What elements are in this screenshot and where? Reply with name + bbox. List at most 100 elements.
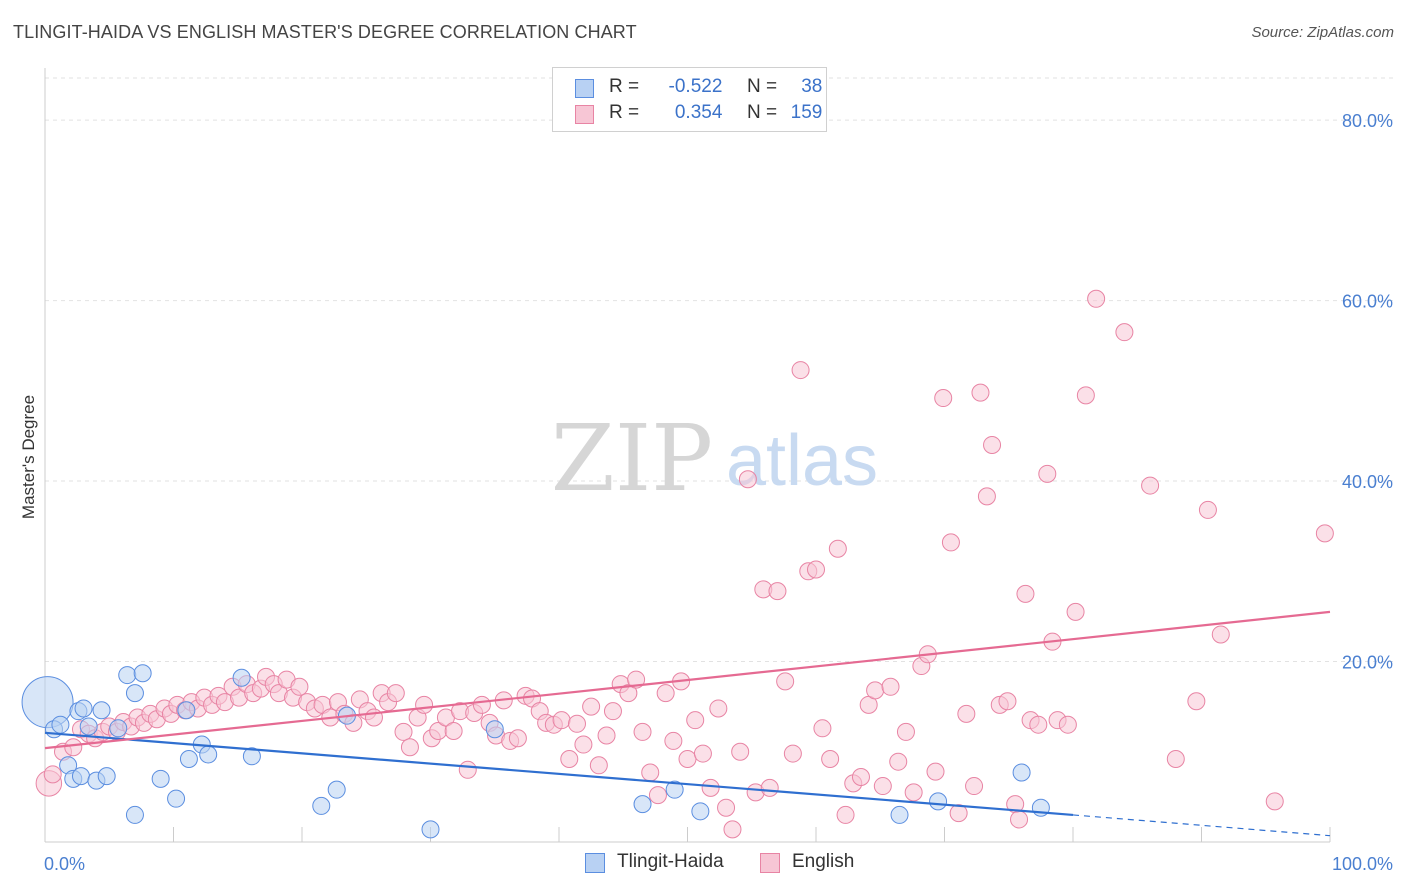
watermark: ZIP atlas <box>551 405 878 512</box>
legend-n-label: N = <box>746 102 778 123</box>
tick-labels: 20.0% 40.0% 60.0% 80.0% 0.0% 100.0% Master's D… <box>19 111 1393 874</box>
scatter-point <box>118 666 137 685</box>
scatter-point <box>691 802 710 821</box>
scatter-point <box>941 533 960 552</box>
grid-lines <box>45 77 1393 663</box>
scatter-point <box>633 722 652 741</box>
scatter-point <box>125 684 144 703</box>
scatter-point <box>881 677 900 696</box>
scatter-point <box>929 792 948 811</box>
legend-swatch-pink <box>575 105 594 124</box>
y-axis-title: Master's Degree <box>19 395 38 519</box>
scatter-point <box>1038 464 1057 483</box>
scatter-point <box>821 749 840 768</box>
watermark-zip: ZIP <box>551 405 713 512</box>
scatter-point <box>776 672 795 691</box>
scatter-point <box>386 684 405 703</box>
scatter-point <box>998 692 1017 711</box>
scatter-point <box>177 701 196 720</box>
scatter-point <box>364 708 383 727</box>
scatter-point <box>768 582 787 601</box>
scatter-point <box>664 731 683 750</box>
scatter-point <box>603 702 622 721</box>
legend-r-value: -0.522 <box>668 76 723 97</box>
scatter-point <box>179 749 198 768</box>
scatter-point <box>851 768 870 787</box>
scatter-point <box>1076 386 1095 405</box>
scatter-point <box>686 711 705 730</box>
scatter-point <box>627 670 646 689</box>
scatter-point <box>701 778 720 797</box>
scatter-point <box>167 789 186 808</box>
scatter-point <box>97 767 116 786</box>
scatter-point <box>589 756 608 775</box>
y-tick-label: 20.0% <box>1342 653 1393 673</box>
scatter-point <box>327 780 346 799</box>
bottom-legend-swatch-pink <box>760 853 780 873</box>
scatter-point <box>1087 289 1106 308</box>
scatter-point <box>312 796 331 815</box>
scatter-point <box>873 777 892 796</box>
scatter-point <box>64 738 83 757</box>
scatter-point <box>1166 749 1185 768</box>
scatter-point <box>560 749 579 768</box>
scatter-point <box>791 361 810 380</box>
scatter-point <box>552 711 571 730</box>
legend-n-value: 38 <box>801 76 823 97</box>
scatter-point <box>619 684 638 703</box>
y-tick-label: 60.0% <box>1342 292 1393 312</box>
scatter-point <box>904 783 923 802</box>
scatter-point <box>125 805 144 824</box>
scatter-point <box>890 805 909 824</box>
scatter-point <box>485 720 504 739</box>
scatter-point <box>92 701 111 720</box>
scatter-point <box>574 735 593 754</box>
scatter-point <box>458 760 477 779</box>
legend-n-label: N = <box>746 76 778 97</box>
scatter-point <box>508 729 527 748</box>
scatter-point <box>949 804 968 823</box>
x-tick-label: 0.0% <box>44 854 85 874</box>
scatter-point <box>1115 323 1134 342</box>
trend-lines <box>44 610 1331 837</box>
scatter-point <box>1016 584 1035 603</box>
scatter-point <box>641 763 660 782</box>
scatter-point <box>472 695 491 714</box>
scatter-point <box>693 744 712 763</box>
legend-n-value: 159 <box>790 102 823 123</box>
scatter-point <box>678 749 697 768</box>
trend-line <box>44 731 1074 817</box>
scatter-point <box>731 742 750 761</box>
scatter-point <box>51 715 70 734</box>
scatter-point <box>400 738 419 757</box>
scatter-point <box>1029 715 1048 734</box>
scatter-point <box>1012 763 1031 782</box>
scatter-point <box>783 744 802 763</box>
scatter-point <box>582 697 601 716</box>
scatter-point <box>74 699 93 718</box>
scatter-point <box>151 769 170 788</box>
scatter-point <box>1265 792 1284 811</box>
scatter-point <box>444 722 463 741</box>
scatter-point <box>71 767 90 786</box>
scatter-point <box>648 786 667 805</box>
correlation-legend: R = -0.522 N = 38 R = 0.354 N = 159 <box>552 67 827 132</box>
bottom-legend-label: Tlingit-Haida <box>617 851 724 872</box>
scatter-point <box>723 820 742 839</box>
scatter-point <box>836 805 855 824</box>
scatter-point <box>807 560 825 579</box>
scatter-point <box>633 795 652 814</box>
scatter-point <box>926 762 945 781</box>
scatter-point <box>1066 602 1085 621</box>
legend-r-value: 0.354 <box>674 102 723 123</box>
scatter-point <box>133 664 152 683</box>
scatter-point <box>889 752 908 771</box>
scatter-point <box>242 747 261 766</box>
scatter-point <box>717 798 736 817</box>
y-tick-label: 40.0% <box>1342 472 1393 492</box>
chart-title: TLINGIT-HAIDA VS ENGLISH MASTER'S DEGREE… <box>13 22 637 42</box>
bottom-legend-swatch-blue <box>585 853 605 873</box>
trend-line-extension <box>1072 814 1331 837</box>
scatter-point <box>43 765 62 784</box>
